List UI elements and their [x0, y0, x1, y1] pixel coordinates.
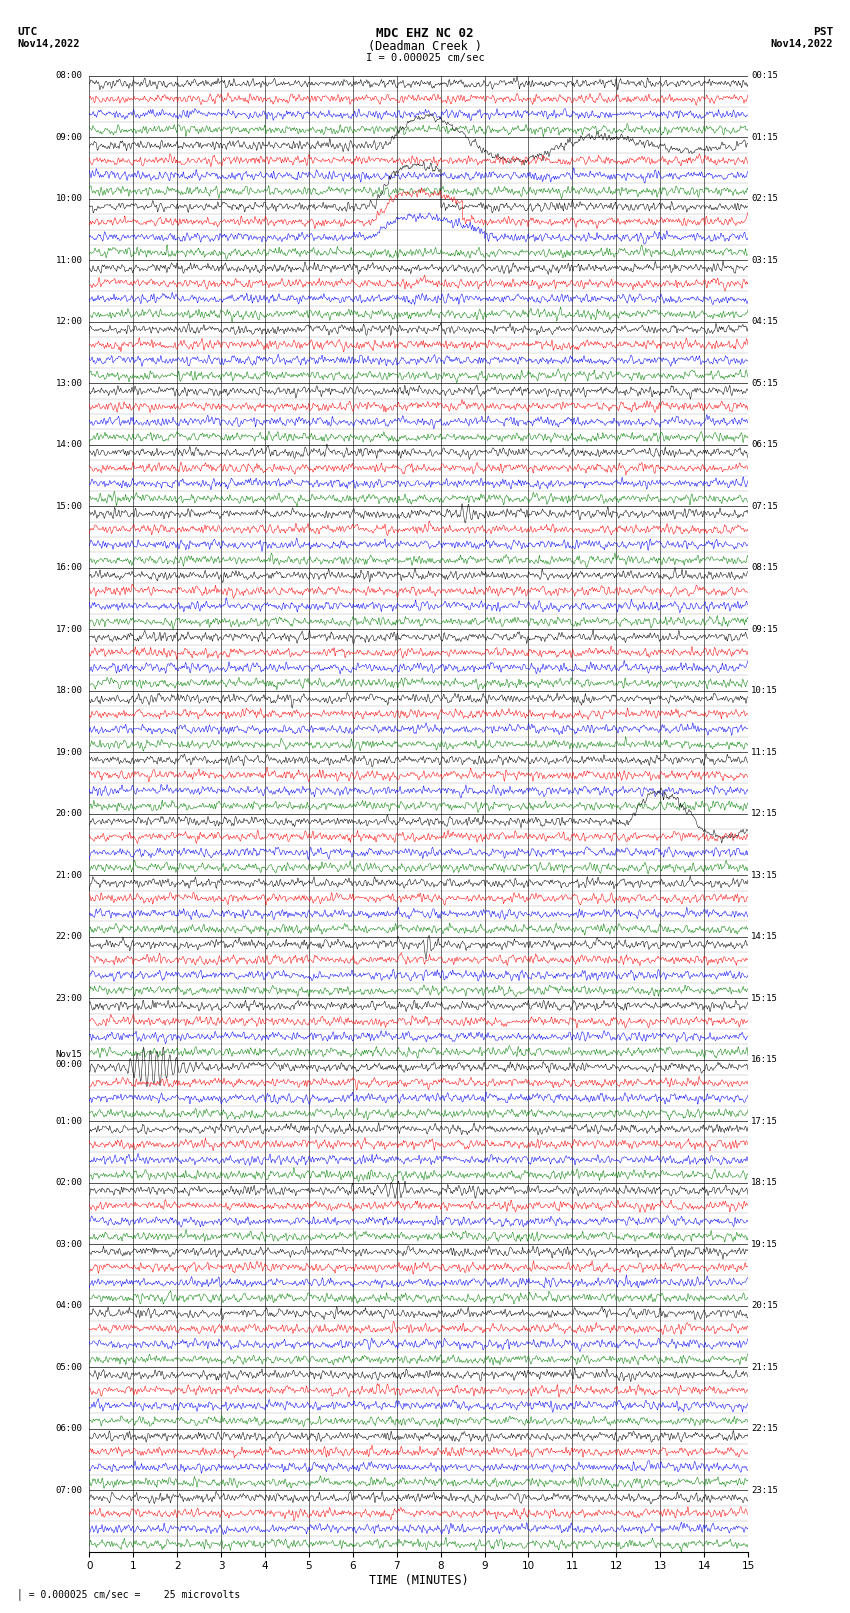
Text: 22:15: 22:15	[751, 1424, 778, 1434]
Text: 21:15: 21:15	[751, 1363, 778, 1371]
Text: 16:00: 16:00	[56, 563, 82, 573]
Text: 08:15: 08:15	[751, 563, 778, 573]
Text: 04:15: 04:15	[751, 318, 778, 326]
Text: Nov14,2022: Nov14,2022	[770, 39, 833, 48]
Text: 10:15: 10:15	[751, 686, 778, 695]
Text: 02:00: 02:00	[56, 1177, 82, 1187]
Text: 00:15: 00:15	[751, 71, 778, 81]
Text: 15:00: 15:00	[56, 502, 82, 511]
Text: 07:00: 07:00	[56, 1486, 82, 1495]
Text: 19:00: 19:00	[56, 748, 82, 756]
Text: 20:00: 20:00	[56, 810, 82, 818]
Text: 08:00: 08:00	[56, 71, 82, 81]
Text: (Deadman Creek ): (Deadman Creek )	[368, 40, 482, 53]
Text: 13:00: 13:00	[56, 379, 82, 387]
Text: 20:15: 20:15	[751, 1302, 778, 1310]
Text: 18:15: 18:15	[751, 1177, 778, 1187]
Text: 11:15: 11:15	[751, 748, 778, 756]
Text: 19:15: 19:15	[751, 1240, 778, 1248]
Text: 17:00: 17:00	[56, 624, 82, 634]
Text: 05:00: 05:00	[56, 1363, 82, 1371]
Text: 06:00: 06:00	[56, 1424, 82, 1434]
Text: 01:00: 01:00	[56, 1116, 82, 1126]
Text: 04:00: 04:00	[56, 1302, 82, 1310]
Text: 23:15: 23:15	[751, 1486, 778, 1495]
Text: UTC: UTC	[17, 27, 37, 37]
X-axis label: TIME (MINUTES): TIME (MINUTES)	[369, 1574, 468, 1587]
Text: PST: PST	[813, 27, 833, 37]
Text: 23:00: 23:00	[56, 994, 82, 1003]
Text: 18:00: 18:00	[56, 686, 82, 695]
Text: 17:15: 17:15	[751, 1116, 778, 1126]
Text: 09:00: 09:00	[56, 132, 82, 142]
Text: 11:00: 11:00	[56, 256, 82, 265]
Text: 10:00: 10:00	[56, 194, 82, 203]
Text: 09:15: 09:15	[751, 624, 778, 634]
Text: 15:15: 15:15	[751, 994, 778, 1003]
Text: 12:00: 12:00	[56, 318, 82, 326]
Text: 14:15: 14:15	[751, 932, 778, 942]
Text: 05:15: 05:15	[751, 379, 778, 387]
Text: 01:15: 01:15	[751, 132, 778, 142]
Text: 13:15: 13:15	[751, 871, 778, 879]
Text: Nov15
00:00: Nov15 00:00	[56, 1050, 82, 1069]
Text: 22:00: 22:00	[56, 932, 82, 942]
Text: MDC EHZ NC 02: MDC EHZ NC 02	[377, 27, 473, 40]
Text: 21:00: 21:00	[56, 871, 82, 879]
Text: 02:15: 02:15	[751, 194, 778, 203]
Text: 03:15: 03:15	[751, 256, 778, 265]
Text: Nov14,2022: Nov14,2022	[17, 39, 80, 48]
Text: 14:00: 14:00	[56, 440, 82, 450]
Text: 07:15: 07:15	[751, 502, 778, 511]
Text: 03:00: 03:00	[56, 1240, 82, 1248]
Text: 12:15: 12:15	[751, 810, 778, 818]
Text: 06:15: 06:15	[751, 440, 778, 450]
Text: I = 0.000025 cm/sec: I = 0.000025 cm/sec	[366, 53, 484, 63]
Text: │ = 0.000025 cm/sec =    25 microvolts: │ = 0.000025 cm/sec = 25 microvolts	[17, 1589, 241, 1600]
Text: 16:15: 16:15	[751, 1055, 778, 1065]
